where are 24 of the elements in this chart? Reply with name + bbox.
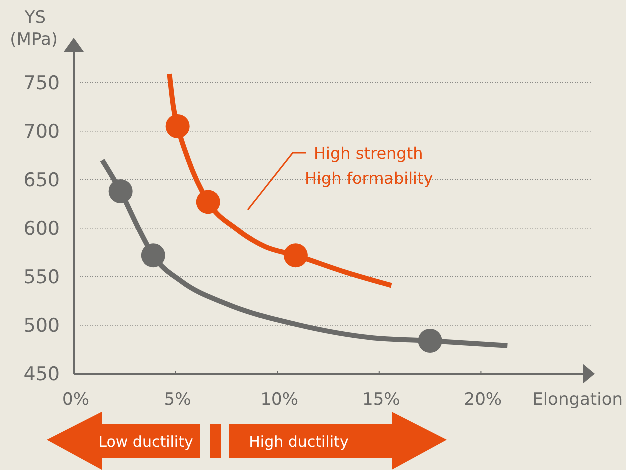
- x-tick-label: 5%: [164, 390, 192, 410]
- x-tick-label: 20%: [464, 390, 502, 410]
- annotation: High strength: [314, 144, 424, 163]
- text: Low ductility: [98, 433, 194, 451]
- y-axis-title: YS (MPa): [10, 8, 58, 50]
- x-tick-label: 15%: [362, 390, 400, 410]
- y-tick-label: 700: [24, 121, 60, 144]
- point: [166, 114, 190, 138]
- y-tick-label: 750: [24, 72, 60, 94]
- point: [284, 244, 308, 268]
- y-tick-label: 500: [24, 315, 60, 338]
- x-axis-title: Elongation: [532, 390, 623, 410]
- y-tick-label: 600: [24, 218, 60, 240]
- annotation: High formability: [305, 169, 434, 188]
- x-tick-label: 10%: [260, 390, 298, 410]
- y-tick-label: 550: [24, 266, 60, 289]
- point: [141, 244, 166, 268]
- text: High ductility: [249, 433, 349, 451]
- x-tick-label: 0%: [62, 390, 90, 410]
- point: [418, 329, 442, 353]
- y-tick-label: 650: [24, 170, 60, 192]
- point: [196, 190, 220, 214]
- point: [108, 180, 133, 204]
- y-tick-label: 450: [24, 364, 60, 386]
